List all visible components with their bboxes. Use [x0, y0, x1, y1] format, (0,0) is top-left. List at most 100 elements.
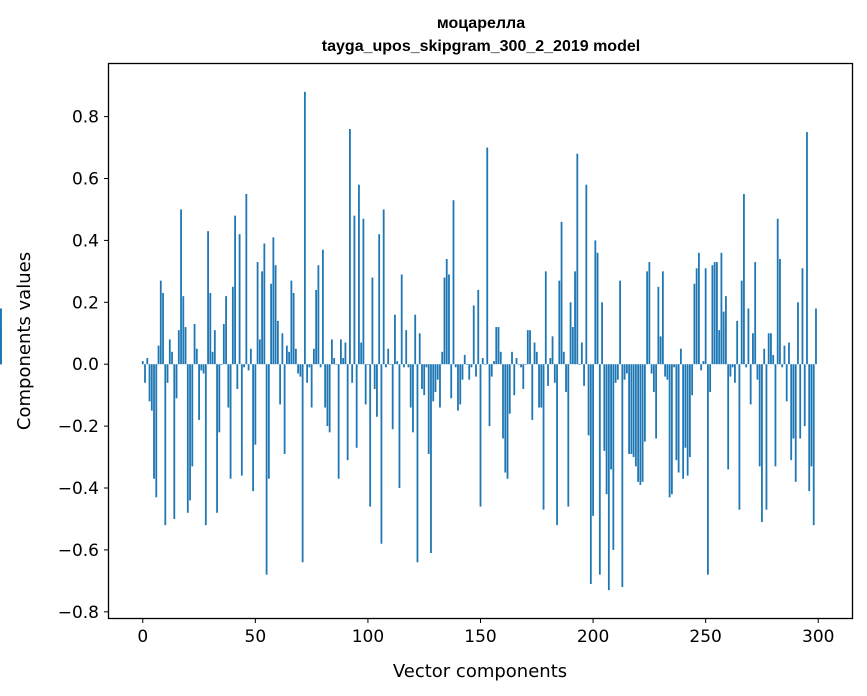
axes-group: 0 50 100 150 200 250 300 −0.8 −0.6 −0.4 −0.2 0.0 0.2… — [58, 108, 835, 647]
bar — [303, 91, 306, 365]
bar — [583, 364, 585, 386]
bar — [391, 364, 394, 430]
bar — [362, 218, 365, 365]
bar — [373, 364, 376, 389]
bar — [312, 348, 315, 365]
y-tick-label: 0.8 — [72, 108, 99, 128]
bar — [763, 348, 766, 365]
bar — [412, 364, 414, 433]
bar — [321, 249, 324, 365]
bar — [484, 364, 486, 365]
bar — [418, 333, 421, 365]
bar — [427, 364, 430, 454]
bar — [472, 305, 475, 365]
bar — [670, 364, 673, 495]
bar — [470, 364, 473, 368]
bar — [673, 364, 676, 368]
bar — [407, 364, 410, 368]
bar — [792, 364, 795, 439]
bar — [153, 364, 155, 479]
bar — [263, 243, 266, 365]
bar — [479, 364, 482, 507]
bar — [756, 364, 759, 380]
bar — [716, 262, 718, 365]
bar — [141, 361, 144, 365]
bar — [682, 364, 685, 479]
bar — [182, 296, 185, 365]
y-axis-label: Components values — [14, 252, 35, 430]
bar — [520, 364, 522, 368]
bar — [285, 345, 288, 365]
bar — [342, 358, 345, 365]
bar — [193, 323, 196, 365]
bar — [562, 351, 565, 365]
bar — [589, 364, 592, 584]
bar — [461, 364, 464, 380]
bar — [731, 364, 734, 368]
bar — [504, 364, 507, 473]
bar — [576, 153, 579, 365]
y-tick-label: −0.4 — [58, 479, 99, 499]
bar — [490, 364, 493, 377]
bar — [700, 364, 703, 371]
bar — [655, 364, 658, 439]
bar — [815, 308, 817, 365]
bar — [553, 364, 556, 383]
bar — [279, 364, 282, 405]
bar — [652, 364, 655, 393]
bar — [281, 333, 284, 365]
bar — [511, 351, 513, 365]
bar — [432, 364, 435, 402]
chart-title-line2: tayga_upos_skipgram_300_2_2019 model — [322, 38, 640, 55]
bar — [371, 277, 374, 365]
bar — [315, 289, 318, 365]
bar — [457, 364, 459, 411]
bar — [380, 364, 383, 544]
bar — [376, 364, 378, 417]
chart-title-line1: моцарелла — [437, 15, 525, 32]
bar — [448, 274, 450, 365]
bar — [567, 364, 570, 507]
bar — [216, 364, 218, 513]
bar — [227, 364, 230, 408]
bar — [612, 364, 615, 550]
bar — [754, 262, 757, 365]
bar — [157, 345, 160, 365]
bar — [657, 286, 660, 365]
bar — [421, 364, 423, 389]
bar — [245, 193, 248, 365]
bar — [639, 364, 642, 485]
bar — [358, 184, 360, 365]
bar — [466, 364, 468, 365]
bar — [734, 364, 736, 383]
bar — [443, 277, 446, 365]
bar — [628, 364, 630, 454]
bar — [560, 221, 563, 365]
bar — [709, 364, 712, 393]
bar — [430, 364, 432, 553]
y-tick-label: −0.2 — [58, 417, 99, 437]
bar — [416, 364, 419, 563]
bar — [704, 268, 707, 365]
bar — [540, 364, 543, 408]
bar — [610, 364, 612, 470]
bar — [450, 364, 453, 399]
bar — [396, 361, 399, 365]
bar — [225, 296, 227, 365]
x-tick-label: 200 — [577, 627, 609, 647]
bar — [702, 361, 705, 365]
bar — [369, 364, 372, 507]
bar — [578, 364, 581, 365]
bar — [175, 364, 178, 399]
bar — [752, 333, 754, 365]
bar — [747, 308, 750, 365]
bar — [614, 364, 617, 383]
bar — [684, 364, 687, 448]
x-tick-label: 50 — [245, 627, 267, 647]
bar — [812, 364, 815, 526]
bar — [495, 327, 498, 365]
bar — [499, 351, 502, 365]
bar — [720, 252, 723, 365]
bar — [353, 215, 356, 365]
bar — [623, 364, 626, 380]
